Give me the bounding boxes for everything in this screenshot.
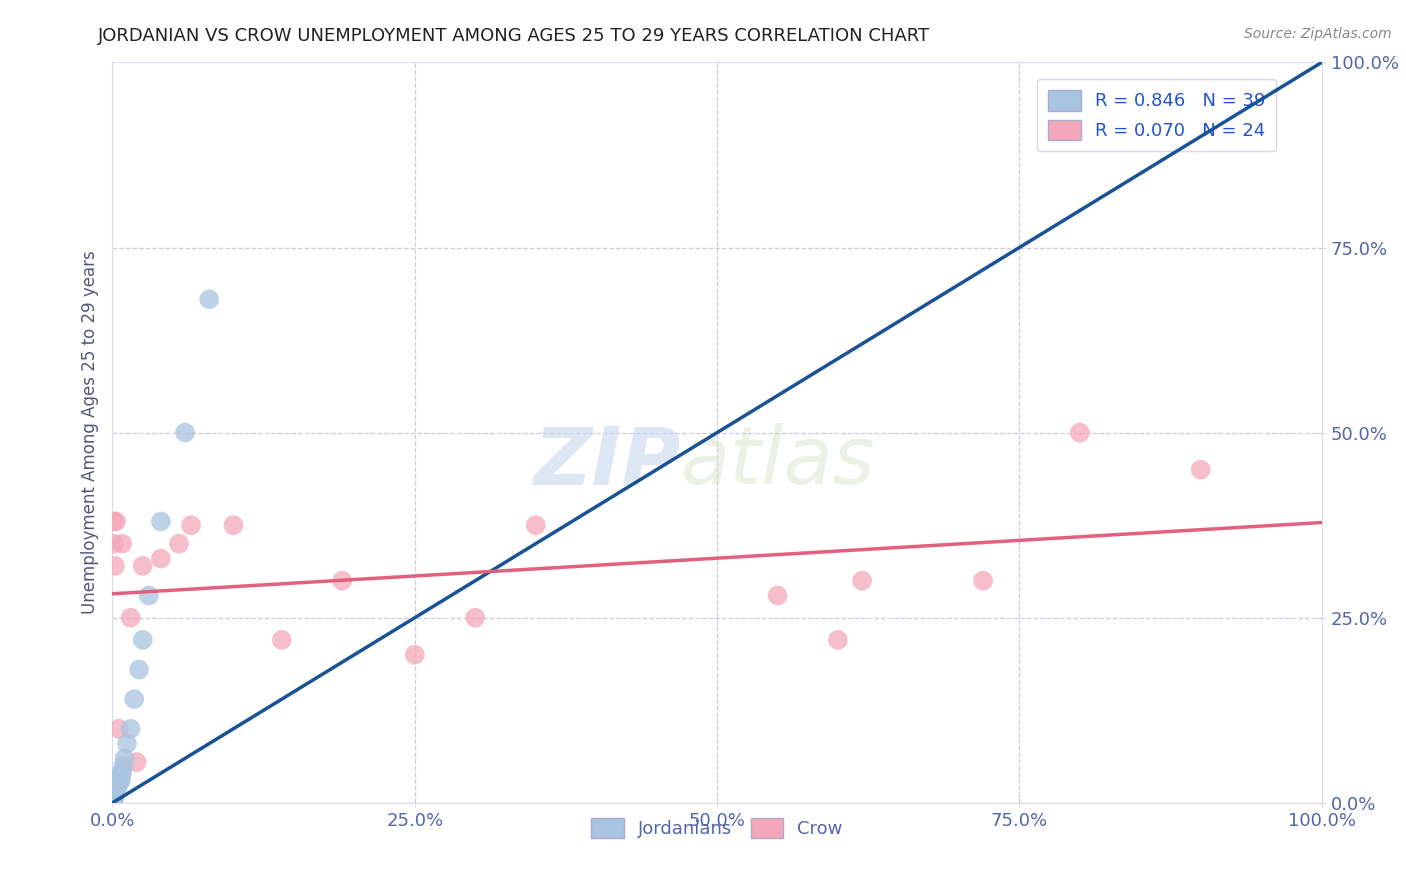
- Point: [105, 780, 128, 795]
- Point: [105, 515, 128, 529]
- Text: atlas: atlas: [681, 423, 876, 501]
- Point: [111, 766, 134, 780]
- Point: [132, 558, 155, 573]
- Point: [104, 787, 127, 801]
- Point: [128, 663, 150, 677]
- Point: [174, 425, 197, 440]
- Point: [105, 773, 128, 788]
- Point: [104, 785, 127, 799]
- Point: [103, 536, 125, 550]
- Legend: Jordanians, Crow: Jordanians, Crow: [583, 810, 851, 846]
- Point: [1069, 425, 1091, 440]
- Point: [404, 648, 426, 662]
- Point: [524, 518, 547, 533]
- Point: [330, 574, 353, 588]
- Point: [107, 777, 129, 791]
- Point: [103, 789, 125, 803]
- Point: [104, 782, 127, 797]
- Point: [851, 574, 873, 588]
- Point: [766, 589, 789, 603]
- Point: [105, 777, 128, 791]
- Point: [149, 515, 172, 529]
- Point: [104, 780, 127, 795]
- Point: [104, 789, 127, 803]
- Point: [120, 722, 142, 736]
- Point: [115, 737, 138, 751]
- Point: [108, 770, 131, 784]
- Point: [103, 789, 125, 804]
- Point: [105, 785, 128, 799]
- Point: [111, 536, 134, 550]
- Point: [120, 610, 142, 624]
- Point: [112, 758, 135, 772]
- Point: [103, 792, 125, 806]
- Text: JORDANIAN VS CROW UNEMPLOYMENT AMONG AGES 25 TO 29 YEARS CORRELATION CHART: JORDANIAN VS CROW UNEMPLOYMENT AMONG AGE…: [98, 27, 931, 45]
- Point: [972, 574, 994, 588]
- Point: [105, 780, 128, 795]
- Point: [180, 518, 202, 533]
- Point: [107, 722, 129, 736]
- Point: [132, 632, 155, 647]
- Point: [138, 589, 160, 603]
- Text: ZIP: ZIP: [533, 423, 681, 501]
- Point: [122, 692, 145, 706]
- Point: [125, 755, 148, 769]
- Point: [103, 515, 125, 529]
- Point: [827, 632, 849, 647]
- Point: [104, 558, 127, 573]
- Point: [103, 792, 125, 806]
- Point: [110, 766, 132, 780]
- Point: [103, 789, 125, 803]
- Point: [103, 792, 125, 806]
- Point: [108, 773, 131, 788]
- Point: [105, 782, 128, 797]
- Point: [110, 773, 132, 788]
- Point: [104, 785, 127, 799]
- Point: [114, 751, 136, 765]
- Point: [1189, 462, 1212, 476]
- Point: [103, 787, 125, 801]
- Y-axis label: Unemployment Among Ages 25 to 29 years: Unemployment Among Ages 25 to 29 years: [80, 251, 98, 615]
- Point: [103, 789, 125, 804]
- Point: [167, 536, 190, 550]
- Point: [149, 551, 172, 566]
- Point: [464, 610, 486, 624]
- Point: [222, 518, 245, 533]
- Point: [105, 777, 128, 791]
- Point: [107, 773, 129, 788]
- Point: [198, 293, 221, 307]
- Point: [270, 632, 292, 647]
- Text: Source: ZipAtlas.com: Source: ZipAtlas.com: [1244, 27, 1392, 41]
